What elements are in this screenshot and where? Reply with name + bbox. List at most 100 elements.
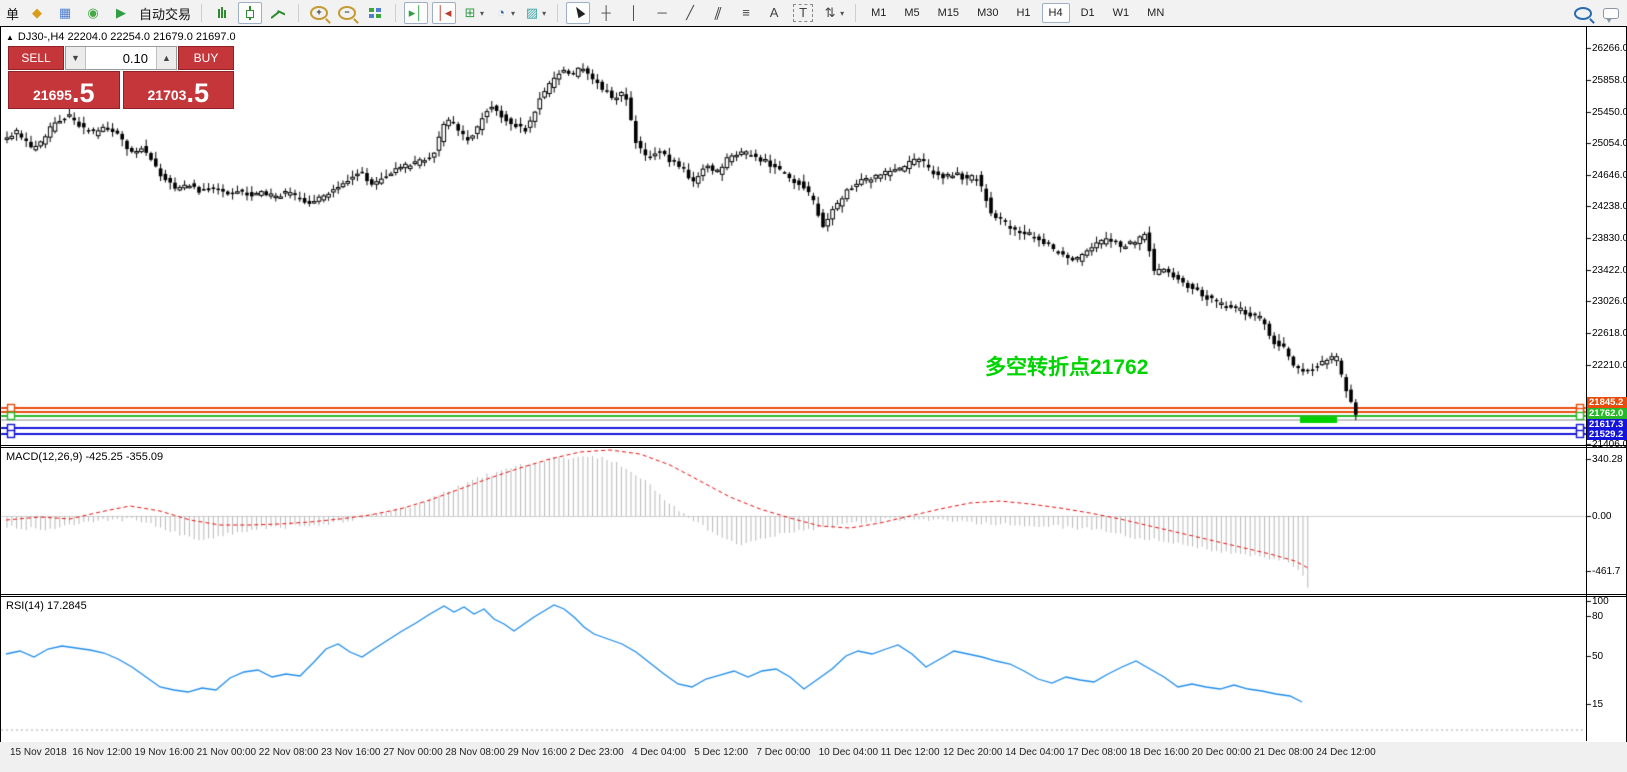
cursor-icon[interactable] xyxy=(566,2,591,24)
data-window-icon[interactable]: ▦ xyxy=(53,2,77,24)
timeframe-h1[interactable]: H1 xyxy=(1016,7,1031,19)
volume-increase-button[interactable]: ▲ xyxy=(156,47,176,69)
signals-icon[interactable]: ◉ xyxy=(81,2,105,24)
buy-button[interactable]: BUY xyxy=(178,46,234,70)
volume-stepper: ▼ 0.10 ▲ xyxy=(65,46,177,70)
vertical-line-icon: │ xyxy=(630,5,639,20)
label-icon: T xyxy=(793,4,814,22)
annotation-text: 多空转折点21762 xyxy=(985,356,1149,379)
timeframe-mn[interactable]: MN xyxy=(1147,7,1165,19)
trendline-icon[interactable]: ╱ xyxy=(678,2,702,24)
chart-shift-icon[interactable]: │◂ xyxy=(432,2,457,24)
timeframe-m1[interactable]: M1 xyxy=(871,7,887,19)
tile-windows-icon[interactable] xyxy=(363,2,387,24)
vertical-line-icon[interactable]: │ xyxy=(622,2,646,24)
rsi-header: RSI(14) 17.2845 xyxy=(6,600,87,612)
dropdown-caret-icon[interactable]: ▾ xyxy=(511,8,516,18)
buy-price-main: 21703 xyxy=(147,87,187,103)
crosshair-icon: ┼ xyxy=(601,5,611,20)
toolbar-separator xyxy=(201,4,203,22)
window-marker-icon: ▲ xyxy=(6,33,14,42)
candlestick-icon[interactable] xyxy=(238,2,263,24)
one-click-trading-panel: SELL ▼ 0.10 ▲ BUY 21695.5 21703.5 xyxy=(8,46,234,109)
auto-scroll-icon: ▸│ xyxy=(408,5,424,20)
text-icon[interactable]: A xyxy=(762,2,786,24)
sell-price-frac: .5 xyxy=(71,78,95,108)
toolbar-separator xyxy=(855,4,857,22)
market-watch-icon[interactable]: ◆ xyxy=(25,2,49,24)
chart-title-text: DJ30-,H4 22204.0 22254.0 21679.0 21697.0 xyxy=(17,31,236,43)
template-icon: ▨ xyxy=(525,5,539,20)
panel-separator[interactable] xyxy=(1,594,1626,597)
buy-price[interactable]: 21703.5 xyxy=(122,71,234,109)
time-axis xyxy=(0,742,1627,772)
channel-icon[interactable]: ∥ xyxy=(706,2,730,24)
bar-chart-icon[interactable] xyxy=(210,2,234,24)
dropdown-caret-icon[interactable]: ▾ xyxy=(840,8,845,18)
period-icon: ◔ xyxy=(497,5,505,20)
volume-value[interactable]: 0.10 xyxy=(122,50,148,66)
line-chart-icon xyxy=(271,6,285,20)
volume-decrease-button[interactable]: ▼ xyxy=(66,47,86,69)
chart-shift-icon: │◂ xyxy=(436,5,452,20)
horizontal-line-icon[interactable]: ─ xyxy=(650,2,674,24)
search-icon[interactable] xyxy=(1571,2,1595,24)
fibonacci-icon: ≡ xyxy=(742,5,750,20)
sell-price[interactable]: 21695.5 xyxy=(8,71,120,109)
chart-title: ▲ DJ30-,H4 22204.0 22254.0 21679.0 21697.… xyxy=(6,31,236,43)
toolbar-separator xyxy=(557,4,559,22)
autotrading-icon[interactable]: ▶ xyxy=(109,2,133,24)
bar-chart-icon xyxy=(215,6,230,20)
data-window-icon: ▦ xyxy=(58,5,72,20)
period-icon[interactable]: ◔ ▾ xyxy=(491,2,518,24)
timeframe-m15[interactable]: M15 xyxy=(937,7,960,19)
chat-icon[interactable] xyxy=(1599,2,1623,24)
zoom-in-icon: + xyxy=(310,6,329,20)
arrows-icon: ⇅ xyxy=(824,5,836,20)
horizontal-line-icon: ─ xyxy=(657,5,667,20)
new-chart-icon: ⊞ xyxy=(464,5,476,20)
label-icon[interactable]: T xyxy=(790,2,816,24)
new-order-button[interactable]: 单 xyxy=(6,6,20,22)
timeframe-h4[interactable]: H4 xyxy=(1041,3,1070,23)
autotrading-icon: ▶ xyxy=(116,5,127,20)
chat-icon xyxy=(1603,7,1619,23)
crosshair-icon[interactable]: ┼ xyxy=(594,2,618,24)
cursor-icon xyxy=(571,6,585,20)
autotrading-label[interactable]: 自动交易 xyxy=(139,6,192,22)
panel-separator[interactable] xyxy=(1,445,1626,448)
sell-price-main: 21695 xyxy=(33,87,72,103)
candlestick-icon xyxy=(243,6,257,20)
zoom-out-icon[interactable]: − xyxy=(335,2,359,24)
toolbar: 单 ◆ ▦ ◉ ▶ 自动交易 + − ▸│ │◂ ⊞ ▾ ◔ ▾ ▨ ▾ ┼ │ ─ ╱ ∥ ≡ A T ⇅ ▾ M1 M5 M15 M3… xyxy=(0,0,1627,26)
zoom-out-icon: − xyxy=(338,6,357,20)
timeframe-m5[interactable]: M5 xyxy=(904,7,920,19)
price-axis-border xyxy=(1586,27,1587,741)
timeframe-m30[interactable]: M30 xyxy=(977,7,999,19)
fibonacci-icon[interactable]: ≡ xyxy=(734,2,758,24)
template-icon[interactable]: ▨ ▾ xyxy=(522,2,549,24)
sell-button[interactable]: SELL xyxy=(8,46,64,70)
toolbar-separator xyxy=(395,4,397,22)
channel-icon: ∥ xyxy=(712,5,724,20)
toolbar-separator xyxy=(298,4,300,22)
timeframe-d1[interactable]: D1 xyxy=(1080,7,1095,19)
tile-windows-icon xyxy=(368,6,382,20)
trendline-icon: ╱ xyxy=(686,5,694,20)
new-chart-icon[interactable]: ⊞ ▾ xyxy=(460,2,487,24)
arrows-icon[interactable]: ⇅ ▾ xyxy=(820,2,847,24)
buy-price-frac: .5 xyxy=(186,78,209,108)
text-icon: A xyxy=(769,5,779,20)
line-chart-icon[interactable] xyxy=(266,2,290,24)
auto-scroll-icon[interactable]: ▸│ xyxy=(404,2,429,24)
search-icon xyxy=(1574,6,1592,20)
dropdown-caret-icon[interactable]: ▾ xyxy=(542,8,547,18)
market-watch-icon: ◆ xyxy=(32,5,43,20)
timeframe-w1[interactable]: W1 xyxy=(1112,7,1130,19)
dropdown-caret-icon[interactable]: ▾ xyxy=(480,8,485,18)
macd-header: MACD(12,26,9) -425.25 -355.09 xyxy=(6,451,164,463)
signals-icon: ◉ xyxy=(87,5,99,20)
zoom-in-icon[interactable]: + xyxy=(307,2,331,24)
